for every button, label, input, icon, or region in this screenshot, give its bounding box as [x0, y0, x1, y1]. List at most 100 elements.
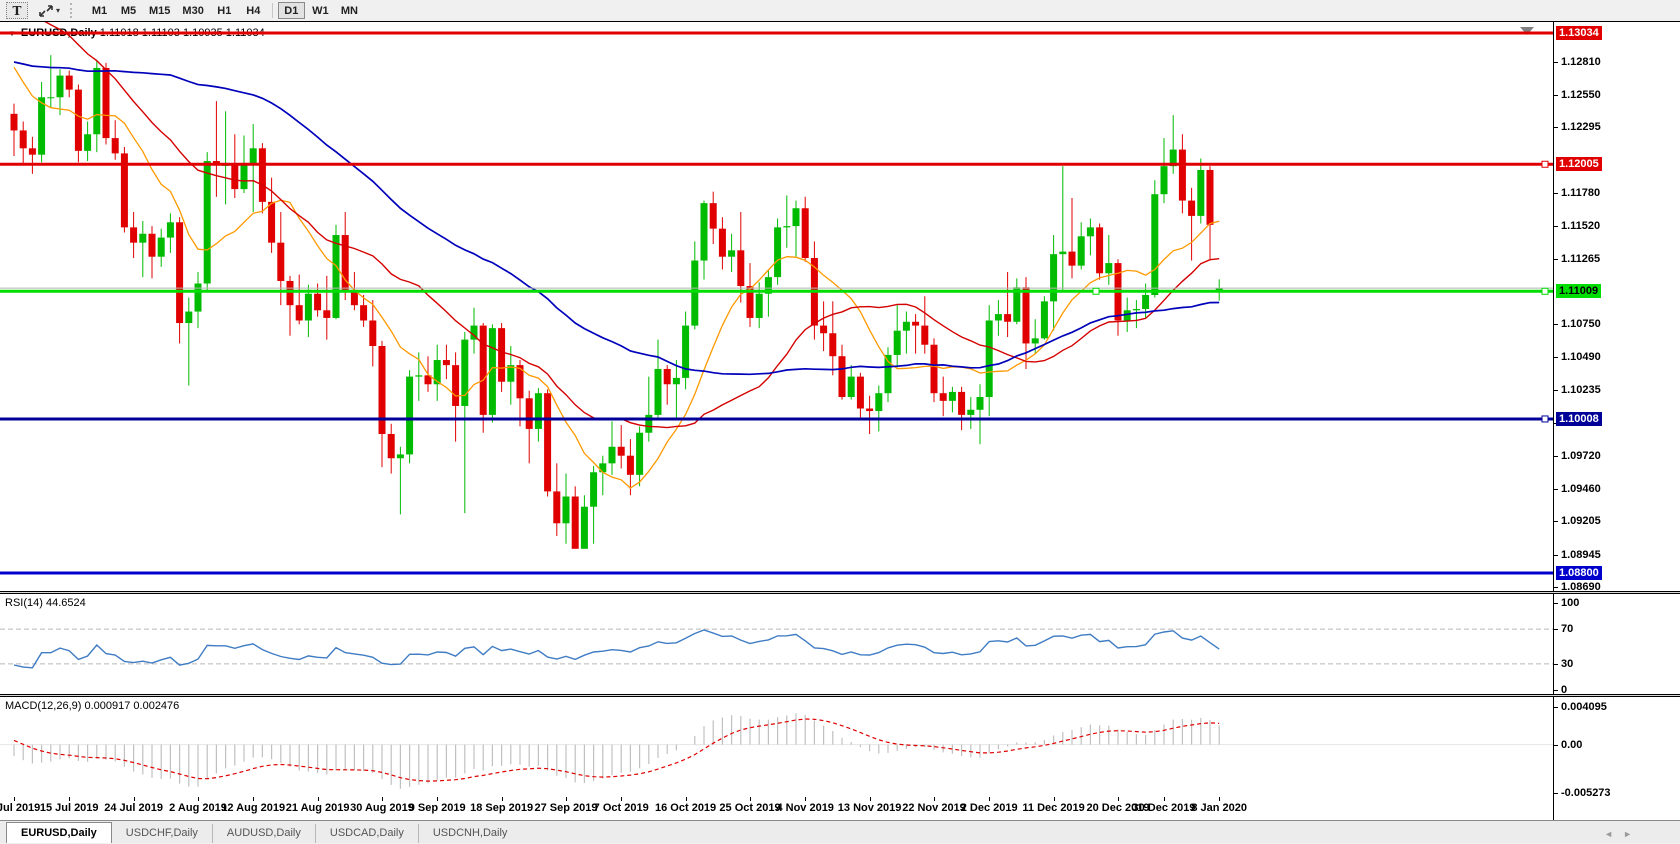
toolbar: T ▾ M1 M5 M15 M30 H1 H4 D1 W1 MN [0, 0, 1680, 21]
bull-candle [185, 311, 193, 324]
bull-candle [1151, 194, 1159, 295]
line-handle[interactable] [1541, 287, 1549, 295]
price-tick-mark [1554, 455, 1558, 457]
bear-candle [939, 393, 947, 401]
bull-candle [976, 397, 984, 410]
price-tick-mark [1554, 488, 1558, 490]
bear-candle [28, 148, 36, 155]
bull-candle [884, 354, 892, 394]
toolbar-grip[interactable] [70, 3, 77, 18]
timeframe-button-m30[interactable]: M30 [177, 2, 208, 19]
line-handle[interactable] [1541, 160, 1549, 168]
bear-candle [65, 75, 73, 90]
bull-candle [1040, 301, 1048, 339]
bull-candle [38, 97, 46, 155]
candlestick-plot[interactable] [0, 22, 1553, 591]
bull-candle [967, 409, 975, 415]
bear-candle [912, 321, 920, 326]
price-chart-panel[interactable]: ▼EURUSD,Daily 1.11018 1.11103 1.10935 1.… [0, 21, 1680, 591]
price-tick-mark [1554, 61, 1558, 63]
rsi-plot[interactable] [0, 594, 1553, 694]
date-tick-label: 22 Nov 2019 [902, 802, 966, 814]
date-tick-mark [1053, 797, 1055, 801]
panel-separator[interactable] [0, 591, 1680, 594]
bull-candle [875, 393, 883, 412]
bull-candle [636, 432, 644, 475]
tab-scroll-buttons: ◄► [1604, 829, 1642, 839]
rsi-axis[interactable]: 100 70 30 0 [1553, 594, 1680, 694]
price-tick-mark [1554, 192, 1558, 194]
price-line-label: 1.12005 [1556, 157, 1602, 172]
bull-candle [847, 376, 855, 398]
timeframe-button-d1[interactable]: D1 [277, 2, 305, 19]
bear-candle [323, 310, 331, 318]
macd-axis[interactable]: 0.004095 0.00 -0.005273 [1553, 697, 1680, 797]
bull-candle [755, 293, 763, 318]
date-tick-mark [869, 797, 871, 801]
tabs-scroll-right-icon[interactable]: ► [1623, 829, 1642, 839]
bull-candle [599, 463, 607, 473]
bull-candle [902, 321, 910, 331]
date-tick-label: 25 Oct 2019 [719, 802, 781, 814]
price-tick-label: 1.11265 [1561, 252, 1601, 265]
timeframe-button-m15[interactable]: M15 [144, 2, 175, 19]
bear-candle [737, 250, 745, 287]
chart-tab-audusd[interactable]: AUDUSD,Daily [211, 824, 315, 843]
rsi-line [13, 629, 1220, 669]
timeframe-button-h1[interactable]: H1 [211, 2, 238, 19]
rsi-panel[interactable]: RSI(14) 44.6524 100 70 30 0 [0, 594, 1680, 694]
chart-tab-eurusd[interactable]: EURUSD,Daily [6, 822, 112, 843]
timeframe-button-mn[interactable]: MN [336, 2, 363, 19]
tabs-scroll-left-icon[interactable]: ◄ [1604, 829, 1624, 839]
price-tick-mark [1554, 127, 1558, 129]
macd-panel[interactable]: MACD(12,26,9) 0.000917 0.002476 0.004095… [0, 697, 1680, 797]
timeframe-button-m1[interactable]: M1 [86, 2, 113, 19]
bear-candle [958, 391, 966, 415]
bull-candle [948, 391, 956, 401]
bull-candle [332, 235, 340, 318]
chart-tab-usdchf[interactable]: USDCHF,Daily [125, 827, 198, 839]
date-tick-label: 11 Dec 2019 [1022, 802, 1085, 814]
macd-tick-label: -0.005273 [1561, 787, 1611, 797]
crosshair-tool-button[interactable]: ▾ [38, 4, 60, 18]
date-tick-label: 9 Sep 2019 [408, 802, 466, 814]
text-tool-button[interactable]: T [6, 2, 28, 19]
line-handle[interactable] [1541, 415, 1549, 423]
bear-candle [295, 305, 303, 321]
bear-candle [442, 360, 450, 366]
macd-plot[interactable] [0, 697, 1553, 797]
macd-tick-mark [1554, 707, 1558, 708]
bear-candle [378, 346, 386, 435]
date-tick-mark [805, 797, 807, 801]
chart-shift-marker-icon[interactable] [1520, 27, 1534, 35]
date-tick-label: 2 Aug 2019 [169, 802, 227, 814]
bull-candle [433, 360, 441, 385]
chart-tab-usdcad[interactable]: USDCAD,Daily [314, 824, 418, 843]
bull-candle [645, 414, 653, 433]
date-tick-label: 13 Nov 2019 [837, 802, 902, 814]
date-tick-mark [69, 797, 71, 801]
price-line-label: 1.10008 [1556, 411, 1602, 426]
chart-tab-bar: EURUSD,Daily USDCHF,Daily AUDUSD,Daily USDC… [0, 820, 1680, 843]
bull-candle [157, 237, 165, 257]
bear-candle [102, 67, 110, 139]
price-axis[interactable]: 1.12810 1.12550 1.12295 1.11780 1.11520 1.112… [1553, 22, 1680, 591]
bear-candle [268, 201, 276, 243]
timeframe-button-m5[interactable]: M5 [115, 2, 142, 19]
panel-separator[interactable] [0, 694, 1680, 697]
bull-candle [139, 233, 147, 243]
date-tick-label: 15 Jul 2019 [39, 802, 99, 814]
date-tick-label: 16 Oct 2019 [655, 802, 717, 814]
bull-candle [1105, 263, 1113, 274]
bull-candle [1050, 254, 1058, 302]
bear-candle [820, 325, 828, 334]
line-handle[interactable] [1092, 287, 1100, 295]
bear-candle [1068, 251, 1076, 266]
price-tick-mark [1554, 324, 1558, 326]
bear-candle [1096, 227, 1104, 274]
timeframe-button-h4[interactable]: H4 [240, 2, 267, 19]
timeframe-button-w1[interactable]: W1 [307, 2, 334, 19]
bear-candle [369, 320, 377, 346]
chart-tab-usdcnh[interactable]: USDCNH,Daily [417, 824, 522, 843]
